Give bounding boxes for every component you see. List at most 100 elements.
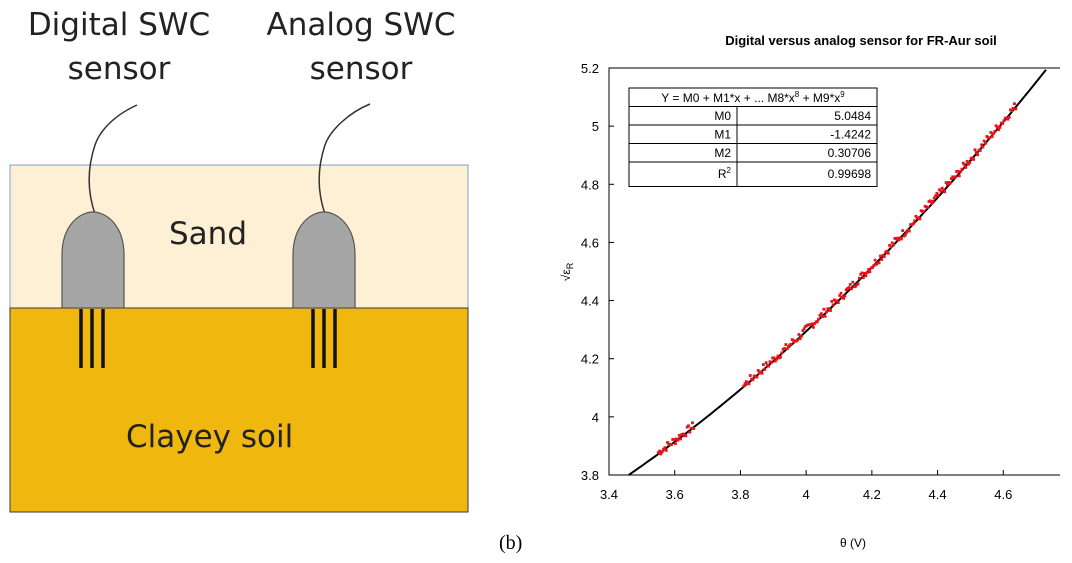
data-point	[914, 214, 918, 218]
data-point	[911, 222, 915, 226]
data-point	[838, 294, 842, 297]
data-point	[854, 285, 857, 288]
data-point	[936, 193, 940, 197]
data-point	[663, 446, 667, 450]
coef-value: -1.4242	[830, 128, 871, 142]
data-point	[783, 347, 786, 350]
analog-sensor-label: Analog SWC sensor	[256, 8, 466, 86]
data-point	[931, 199, 935, 203]
data-point	[896, 236, 899, 240]
y-tick-label: 4.6	[581, 235, 599, 250]
digital-sensor-probes	[79, 309, 105, 368]
data-point	[1013, 102, 1016, 106]
y-tick-label: 4.4	[581, 294, 599, 309]
clay-layer	[9, 307, 469, 513]
data-point	[790, 338, 794, 341]
data-point	[827, 307, 831, 311]
data-point	[847, 286, 851, 289]
data-point	[660, 450, 664, 454]
data-point	[670, 443, 673, 447]
data-point	[922, 209, 926, 213]
data-point	[963, 163, 966, 166]
x-tick-label: 4	[803, 487, 810, 502]
data-point	[872, 264, 876, 268]
x-tick-label: 4.2	[863, 487, 881, 502]
data-point	[780, 351, 784, 355]
r2-value: 0.99698	[828, 167, 872, 181]
data-point	[813, 322, 817, 325]
data-point	[764, 361, 768, 365]
data-point	[978, 149, 982, 152]
data-point	[900, 237, 903, 241]
analog-sensor-cable	[318, 103, 371, 215]
data-point	[802, 327, 806, 330]
data-point	[967, 162, 970, 166]
data-point	[760, 371, 764, 375]
data-point	[689, 426, 693, 430]
data-point	[879, 254, 882, 258]
data-point	[863, 271, 866, 275]
data-point	[815, 320, 819, 324]
data-point	[773, 359, 777, 363]
data-point	[850, 287, 853, 291]
data-point	[926, 206, 930, 209]
analog-sensor-body	[292, 211, 356, 309]
digital-sensor-label: Digital SWC sensor	[14, 8, 224, 86]
data-point	[755, 375, 759, 379]
data-point	[990, 135, 994, 139]
data-point	[762, 363, 765, 366]
data-point	[797, 333, 801, 336]
x-tick-label: 4.6	[994, 487, 1012, 502]
data-point	[875, 263, 878, 266]
data-point	[831, 303, 835, 307]
data-point	[691, 421, 694, 425]
data-point	[919, 209, 923, 213]
data-point	[860, 271, 864, 275]
data-point	[664, 449, 668, 452]
sensor-comparison-chart: Digital versus analog sensor for FR-Aur …	[559, 33, 1060, 550]
data-point	[892, 243, 895, 247]
data-point	[1011, 106, 1015, 110]
data-point	[996, 125, 999, 129]
data-point	[973, 148, 977, 152]
data-point	[687, 424, 690, 428]
data-point	[907, 229, 911, 233]
data-point	[890, 241, 894, 245]
data-point	[960, 167, 964, 171]
data-point	[839, 291, 843, 295]
data-point	[656, 451, 660, 454]
data-point	[751, 378, 755, 382]
data-point	[992, 132, 995, 136]
data-point	[676, 438, 680, 442]
data-point	[928, 199, 932, 203]
coef-value: 0.30706	[828, 146, 872, 160]
analog-sensor-label-line2: sensor	[309, 51, 413, 88]
data-point	[855, 283, 859, 287]
data-point	[905, 231, 909, 234]
data-point	[901, 229, 905, 232]
data-point	[818, 313, 822, 317]
data-point	[976, 153, 980, 157]
data-point	[944, 181, 948, 184]
data-point	[993, 130, 997, 133]
coef-name: M0	[714, 109, 731, 123]
data-point	[988, 136, 991, 140]
data-point	[913, 219, 916, 223]
data-point	[946, 183, 949, 187]
fit-table	[628, 87, 878, 187]
data-point	[662, 447, 665, 451]
data-point	[775, 357, 778, 361]
y-tick-label: 3.8	[581, 468, 599, 483]
digital-sensor-label-line2: sensor	[67, 51, 171, 88]
x-tick-label: 4.4	[929, 487, 947, 502]
data-point	[825, 310, 828, 314]
data-point	[688, 430, 692, 434]
data-point	[877, 261, 881, 265]
data-point	[889, 245, 893, 249]
data-point	[677, 434, 681, 437]
data-point	[772, 356, 776, 360]
data-point	[930, 202, 934, 205]
data-point	[684, 434, 688, 438]
y-tick-label: 4.8	[581, 177, 599, 192]
data-point	[968, 161, 972, 164]
